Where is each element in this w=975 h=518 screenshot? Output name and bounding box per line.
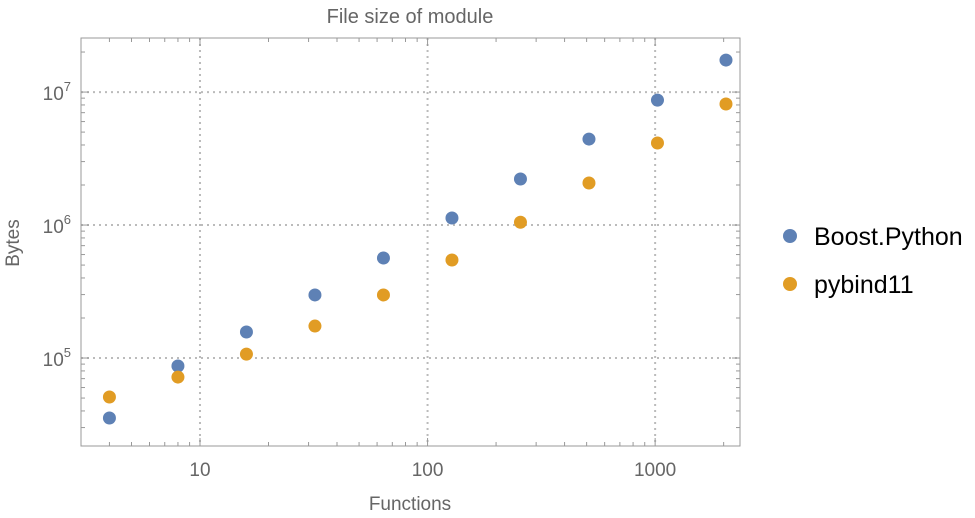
data-point-pybind11: [171, 370, 185, 384]
y-tick-label: 107: [43, 79, 71, 105]
data-point-boost-python: [171, 359, 185, 373]
data-point-pybind11: [513, 215, 527, 229]
x-tick-label: 100: [412, 460, 444, 481]
data-point-boost-python: [102, 411, 116, 425]
data-point-boost-python: [719, 53, 733, 67]
x-tick-label: 10: [189, 460, 210, 481]
data-point-pybind11: [650, 136, 664, 150]
data-point-pybind11: [102, 390, 116, 404]
data-point-pybind11: [376, 288, 390, 302]
chart-title: File size of module: [327, 6, 494, 28]
y-tick-label: 106: [43, 212, 71, 238]
data-point-boost-python: [445, 211, 459, 225]
data-point-boost-python: [239, 325, 253, 339]
data-point-boost-python: [650, 93, 664, 107]
legend-label: pybind11: [814, 271, 914, 299]
x-axis-label: Functions: [369, 494, 451, 513]
data-point-pybind11: [719, 97, 733, 111]
legend-label: Boost.Python: [814, 223, 963, 251]
data-point-pybind11: [239, 347, 253, 361]
data-point-boost-python: [376, 251, 390, 265]
y-axis-label: Bytes: [3, 219, 24, 267]
legend-marker: [783, 277, 797, 291]
data-point-pybind11: [445, 253, 459, 267]
x-tick-label: 1000: [634, 460, 676, 481]
data-point-boost-python: [582, 132, 596, 146]
legend-marker: [783, 229, 797, 243]
y-tick-label: 105: [43, 345, 71, 371]
data-point-boost-python: [308, 288, 322, 302]
data-point-pybind11: [308, 319, 322, 333]
plot-frame: [80, 37, 741, 447]
data-point-boost-python: [513, 172, 527, 186]
data-point-pybind11: [582, 176, 596, 190]
